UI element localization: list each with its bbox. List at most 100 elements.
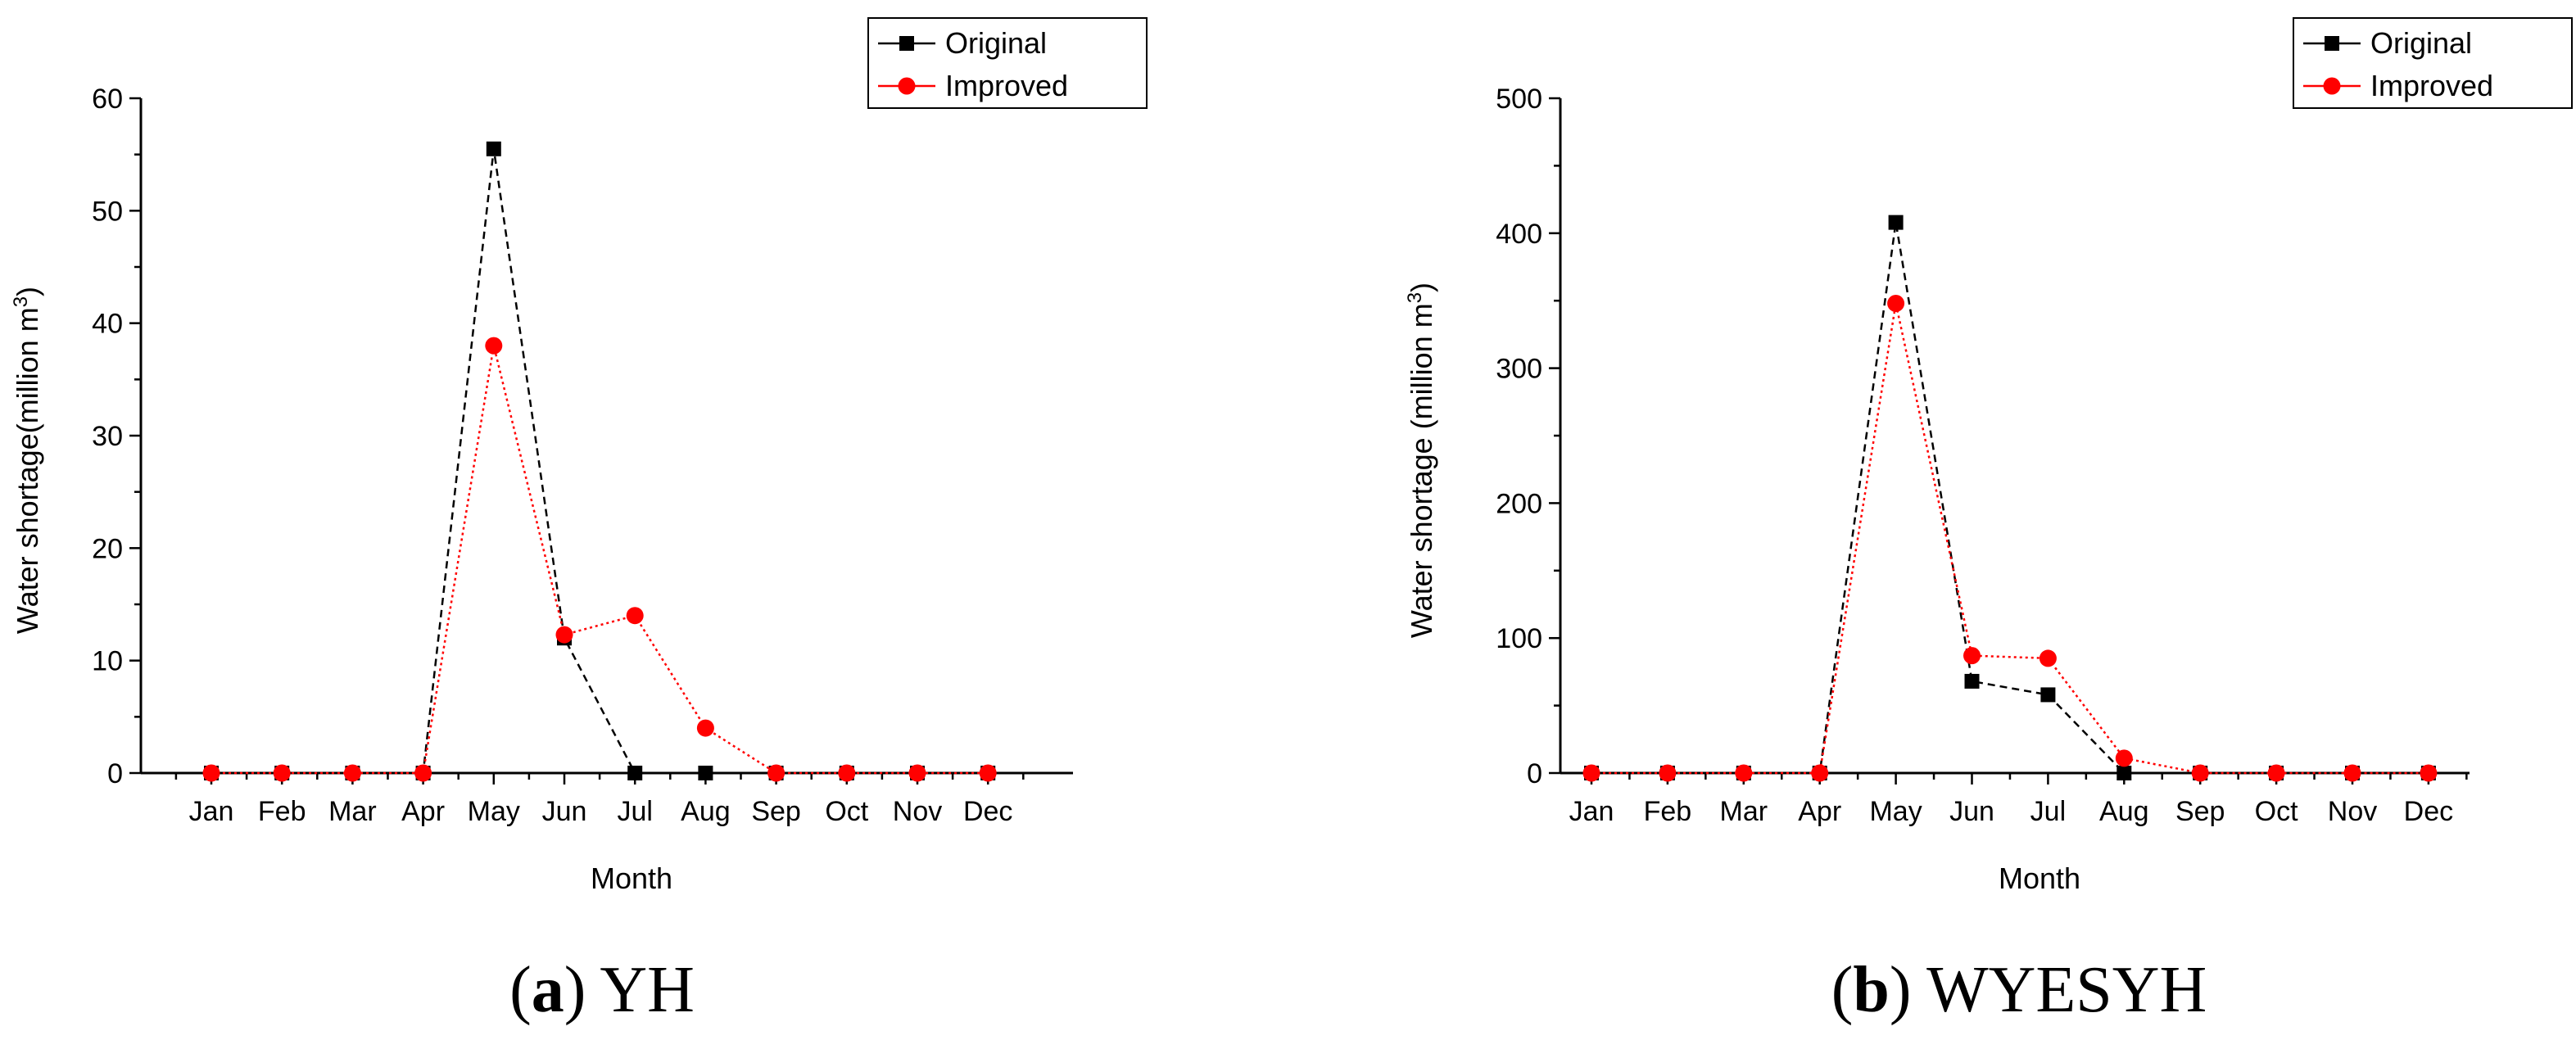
legend-marker	[899, 36, 914, 51]
y-tick-label: 60	[92, 84, 123, 115]
chart-b: 0 100 200 300 400 500 Jan Feb Mar Apr May Jun Jul Aug…	[1404, 17, 2573, 1026]
x-tick-label: Sep	[751, 796, 801, 827]
x-tick-label: Nov	[893, 796, 942, 827]
x-tick-label: Feb	[1644, 796, 1692, 827]
series-line	[1591, 222, 2429, 775]
y-tick-label: 0	[1527, 758, 1542, 789]
series-original	[204, 141, 996, 780]
x-tick-label: Aug	[2099, 796, 2149, 827]
x-axis-title: Month	[1999, 861, 2080, 895]
caption: (b) WYESYH	[1831, 954, 2207, 1026]
data-point	[1964, 673, 1980, 689]
data-point	[1659, 764, 1677, 782]
legend-marker	[2325, 36, 2339, 51]
data-point	[979, 764, 997, 782]
caption: (a) YH	[509, 954, 695, 1026]
chart-a: 0 10 20 30 40 50 60 Jan Feb Mar Apr May Jun Jul Aug Sep…	[10, 17, 1148, 1026]
data-point	[696, 719, 714, 737]
data-point	[273, 764, 291, 782]
data-point	[626, 607, 644, 625]
y-tick-label: 40	[92, 309, 123, 340]
x-tick-label: Sep	[2175, 796, 2225, 827]
y-tick-label: 30	[92, 421, 123, 452]
data-point	[1888, 215, 1904, 230]
x-tick-label: Jan	[1569, 796, 1614, 827]
data-point	[343, 764, 361, 782]
x-tick-label: Jun	[542, 796, 587, 827]
data-point	[485, 337, 503, 355]
x-tick-label: Feb	[258, 796, 306, 827]
y-tick-label: 20	[92, 533, 123, 564]
x-tick-label: Jan	[189, 796, 234, 827]
y-tick-label: 300	[1496, 354, 1542, 385]
data-point	[2115, 749, 2133, 767]
data-point	[838, 764, 856, 782]
series-original	[1584, 215, 2436, 780]
data-point	[2040, 687, 2056, 703]
data-point	[1887, 294, 1905, 312]
data-point	[1811, 764, 1829, 782]
data-point	[202, 764, 220, 782]
x-tick-label: Jul	[617, 796, 652, 827]
y-tick-label: 200	[1496, 488, 1542, 519]
data-point	[486, 141, 501, 156]
x-tick-label: Oct	[825, 796, 868, 827]
y-axis-title: Water shortage(million m3)	[10, 287, 45, 634]
x-tick-label: Apr	[1798, 796, 1841, 827]
legend-label: Improved	[2370, 69, 2493, 102]
x-tick-label: Mar	[1720, 796, 1768, 827]
legend-label: Original	[2370, 26, 2472, 60]
x-tick-label: Mar	[328, 796, 377, 827]
data-point	[2267, 764, 2285, 782]
x-tick-label: Apr	[401, 796, 445, 827]
x-tick-label: Jun	[1949, 796, 1994, 827]
y-tick-label: 400	[1496, 219, 1542, 250]
data-point	[1963, 647, 1981, 665]
y-axis-title: Water shortage (million m3)	[1404, 283, 1439, 638]
data-point	[555, 626, 573, 644]
x-tick-label: May	[468, 796, 520, 827]
data-point	[627, 766, 643, 780]
x-tick-label: Jul	[2030, 796, 2066, 827]
legend-marker	[2323, 77, 2341, 95]
x-tick-label: May	[1869, 796, 1922, 827]
legend: Original Improved	[2293, 17, 2573, 109]
legend-label: Improved	[945, 69, 1068, 102]
data-point	[414, 764, 432, 782]
series-line	[211, 148, 989, 775]
y-tick-label: 0	[107, 758, 123, 789]
y-ticks: 0 100 200 300 400 500	[1496, 84, 1560, 789]
data-point	[2039, 649, 2057, 667]
y-tick-label: 500	[1496, 84, 1542, 115]
data-point	[1582, 764, 1600, 782]
x-tick-label: Dec	[963, 796, 1012, 827]
legend-marker	[898, 77, 916, 95]
data-point	[2116, 766, 2132, 780]
y-tick-label: 50	[92, 196, 123, 227]
series-line	[211, 345, 989, 775]
x-axis-title: Month	[591, 861, 672, 895]
series-line	[1591, 303, 2429, 775]
series-improved	[1582, 294, 2438, 782]
legend-box	[867, 17, 1148, 109]
x-ticks: Jan Feb Mar Apr May Jun Jul Aug Sep Oct Nov Dec	[174, 773, 1025, 827]
data-point	[2420, 764, 2438, 782]
data-point	[698, 766, 713, 780]
y-tick-label: 100	[1496, 623, 1542, 654]
y-tick-label: 10	[92, 646, 123, 677]
y-ticks: 0 10 20 30 40 50 60	[92, 84, 141, 789]
x-ticks: Jan Feb Mar Apr May Jun Jul Aug Sep Oct Nov Dec	[1569, 773, 2468, 827]
data-point	[1735, 764, 1753, 782]
x-tick-label: Aug	[681, 796, 731, 827]
x-tick-label: Dec	[2404, 796, 2453, 827]
data-point	[2191, 764, 2209, 782]
legend: Original Improved	[867, 17, 1148, 109]
data-point	[2343, 764, 2361, 782]
series-improved	[202, 337, 997, 782]
data-point	[767, 764, 785, 782]
x-tick-label: Oct	[2255, 796, 2298, 827]
data-point	[908, 764, 926, 782]
legend-box	[2293, 17, 2573, 109]
x-tick-label: Nov	[2328, 796, 2377, 827]
